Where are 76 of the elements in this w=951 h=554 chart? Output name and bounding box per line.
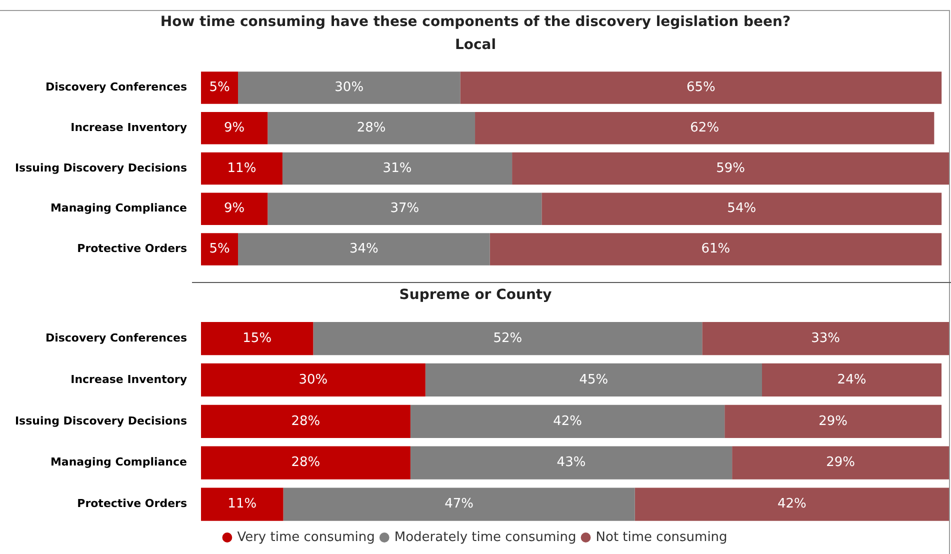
data-label: 15% [242, 330, 272, 346]
data-label: 45% [579, 372, 608, 388]
bar [282, 152, 512, 185]
data-label: 65% [686, 80, 716, 96]
bar [201, 233, 238, 266]
bar [313, 322, 702, 356]
data-label: 31% [382, 160, 412, 176]
data-label: 11% [227, 160, 256, 176]
bar [201, 112, 268, 144]
bar [201, 192, 268, 226]
data-label: 54% [727, 201, 756, 216]
data-label: 30% [334, 80, 364, 96]
chart-title: Supreme or County [399, 287, 552, 304]
bar [201, 322, 314, 356]
bar [512, 152, 949, 185]
bar [762, 363, 942, 397]
data-label: 5% [209, 80, 230, 96]
data-label: 5% [209, 242, 230, 257]
data-label: 52% [493, 330, 522, 346]
bar [201, 488, 284, 521]
legend-label: Very time consuming [237, 530, 375, 545]
y-tick-label: Discovery Conferences [45, 80, 188, 94]
bar [238, 72, 460, 104]
bar [201, 446, 410, 480]
data-label: 42% [553, 414, 582, 429]
bar [201, 363, 426, 397]
bar [268, 192, 542, 226]
bar [238, 233, 490, 266]
y-tick-label: Increase Inventory [70, 372, 187, 386]
y-tick-label: Increase Inventory [70, 121, 187, 134]
data-label: 9% [224, 120, 245, 136]
y-tick-label: Issuing Discovery Decisions [14, 414, 188, 428]
bar [268, 112, 476, 144]
legend-label: Not time consuming [596, 530, 728, 545]
data-label: 29% [818, 414, 848, 429]
data-label: 59% [716, 160, 745, 176]
y-tick-label: Discovery Conferences [45, 331, 188, 344]
bar [702, 322, 949, 356]
chart-subtitle: Local [454, 36, 496, 53]
y-tick-label: Protective Orders [77, 242, 188, 256]
bar [425, 363, 762, 397]
data-label: 34% [349, 242, 378, 257]
bar [732, 446, 949, 480]
data-label: 24% [837, 372, 866, 388]
bar [201, 72, 238, 104]
bar [475, 112, 934, 144]
data-label: 28% [291, 455, 320, 470]
data-label: 33% [811, 330, 840, 346]
bar [283, 488, 635, 521]
data-label: 28% [291, 414, 320, 429]
bar [490, 233, 942, 266]
bar [410, 446, 732, 480]
data-label: 42% [777, 496, 806, 512]
data-label: 9% [224, 201, 245, 216]
chart-title: How time consuming have these components of the discovery legislation been? [160, 14, 791, 30]
y-tick-label: Managing Compliance [50, 456, 187, 469]
data-label: 61% [701, 242, 730, 257]
y-tick-label: Issuing Discovery Decisions [14, 161, 188, 174]
bar [542, 192, 942, 226]
data-label: 29% [826, 455, 855, 470]
data-label: 11% [228, 496, 257, 512]
data-label: 47% [444, 496, 474, 512]
bar [724, 404, 942, 438]
bar [201, 152, 282, 185]
data-label: 37% [390, 201, 420, 216]
y-tick-label: Managing Compliance [50, 202, 187, 215]
data-label: 62% [690, 120, 720, 136]
bar [201, 404, 410, 438]
bar [634, 488, 949, 521]
data-label: 43% [556, 455, 586, 470]
bar [460, 72, 942, 104]
y-tick-label: Protective Orders [77, 497, 188, 510]
data-label: 28% [356, 120, 386, 136]
data-label: 30% [298, 372, 328, 388]
legend-label: Moderately time consuming [394, 530, 576, 545]
bar [410, 404, 725, 438]
